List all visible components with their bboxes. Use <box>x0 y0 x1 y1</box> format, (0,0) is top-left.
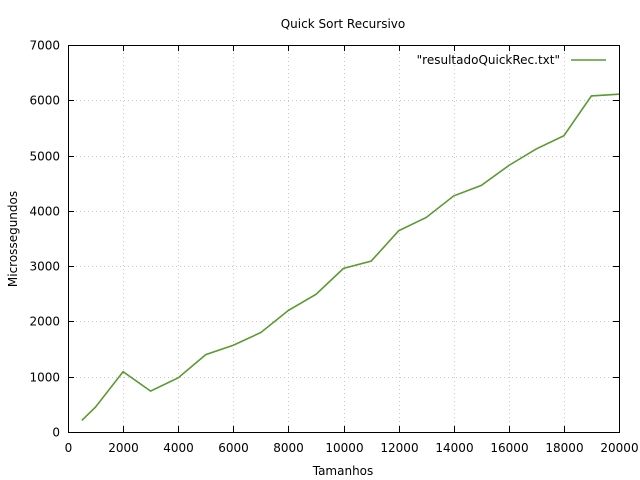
y-tick-label: 3000 <box>29 260 60 274</box>
y-tick-label: 0 <box>52 426 60 440</box>
y-axis-label: Microssegundos <box>6 191 20 287</box>
x-tick-label: 14000 <box>435 441 473 455</box>
x-axis-label: Tamanhos <box>312 464 374 478</box>
x-tick-label: 16000 <box>490 441 528 455</box>
y-tick-label: 2000 <box>29 315 60 329</box>
plot-frame <box>68 45 620 433</box>
x-tick-label: 4000 <box>163 441 194 455</box>
x-tick-label: 10000 <box>325 441 363 455</box>
y-tick-labels: 0 1000 2000 3000 4000 5000 6000 7000 <box>29 39 60 440</box>
x-tick-label: 2000 <box>108 441 139 455</box>
x-tick-label: 8000 <box>273 441 304 455</box>
y-tick-label: 1000 <box>29 371 60 385</box>
axis-ticks <box>68 45 620 433</box>
series-layer <box>81 93 620 421</box>
legend-label: "resultadoQuickRec.txt" <box>417 53 560 67</box>
x-tick-label: 18000 <box>545 441 583 455</box>
x-tick-label: 0 <box>65 441 73 455</box>
y-tick-label: 4000 <box>29 205 60 219</box>
x-tick-label: 12000 <box>380 441 418 455</box>
x-tick-labels: 0 2000 4000 6000 8000 10000 12000 14000 16000 180… <box>65 441 639 455</box>
x-tick-label: 6000 <box>218 441 249 455</box>
series-line <box>81 93 620 421</box>
chart-title: Quick Sort Recursivo <box>281 17 406 31</box>
y-tick-label: 6000 <box>29 94 60 108</box>
x-tick-label: 20000 <box>600 441 638 455</box>
y-tick-label: 5000 <box>29 150 60 164</box>
y-tick-label: 7000 <box>29 39 60 53</box>
legend: "resultadoQuickRec.txt" <box>417 53 606 67</box>
grid-lines <box>68 45 619 432</box>
